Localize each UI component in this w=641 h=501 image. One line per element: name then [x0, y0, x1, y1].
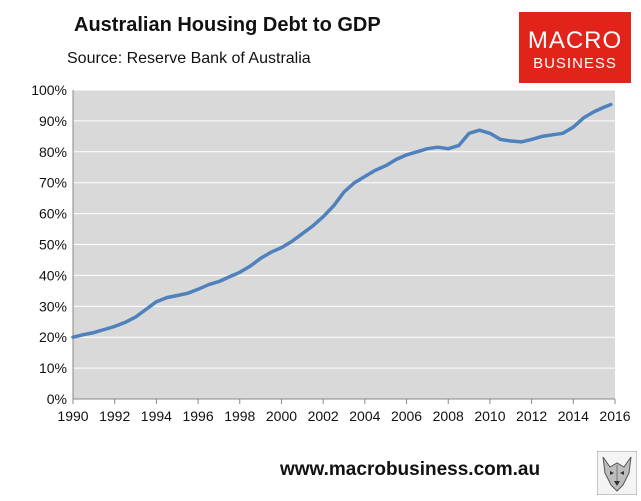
x-tick-label: 1990 — [57, 408, 88, 424]
wolf-logo-icon — [597, 451, 637, 495]
x-tick-label: 2000 — [266, 408, 297, 424]
y-tick-label: 80% — [39, 144, 67, 160]
x-tick-label: 2010 — [474, 408, 505, 424]
x-tick-label: 1996 — [182, 408, 213, 424]
x-tick-label: 1992 — [99, 408, 130, 424]
chart-subtitle: Source: Reserve Bank of Australia — [67, 50, 311, 67]
macrobusiness-logo: MACRO BUSINESS — [519, 12, 631, 83]
x-tick-label: 1998 — [224, 408, 255, 424]
chart-title: Australian Housing Debt to GDP — [74, 14, 381, 36]
logo-line-business: BUSINESS — [533, 55, 617, 72]
y-tick-label: 20% — [39, 329, 67, 345]
x-tick-label: 2014 — [558, 408, 589, 424]
y-tick-label: 40% — [39, 267, 67, 283]
x-tick-label: 2012 — [516, 408, 547, 424]
y-tick-label: 50% — [39, 237, 67, 253]
logo-line-macro: MACRO — [527, 27, 623, 54]
x-tick-label: 2002 — [308, 408, 339, 424]
y-tick-label: 10% — [39, 360, 67, 376]
y-tick-label: 90% — [39, 113, 67, 129]
x-tick-label: 2004 — [349, 408, 380, 424]
y-tick-label: 100% — [31, 82, 67, 98]
y-tick-label: 70% — [39, 175, 67, 191]
y-tick-label: 60% — [39, 206, 67, 222]
x-tick-label: 2016 — [599, 408, 630, 424]
y-tick-label: 30% — [39, 298, 67, 314]
x-tick-label: 2006 — [391, 408, 422, 424]
x-tick-label: 2008 — [433, 408, 464, 424]
y-tick-label: 0% — [47, 391, 67, 407]
x-tick-label: 1994 — [141, 408, 172, 424]
footer-url: www.macrobusiness.com.au — [280, 459, 541, 480]
